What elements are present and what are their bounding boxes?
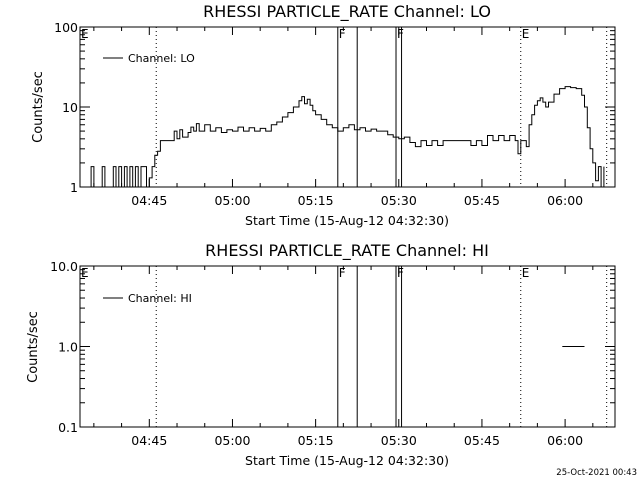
event-marker-label: E <box>81 27 89 41</box>
chart-panel-lo: RHESSI PARTICLE_RATE Channel: LO E F F E 04… <box>31 2 616 228</box>
x-tick-label: 05:45 <box>464 433 500 448</box>
x-tick-label: 04:45 <box>131 193 167 208</box>
x-tick-label: 05:30 <box>381 193 417 208</box>
event-marker-label: F <box>339 266 346 280</box>
chart-panel-hi: RHESSI PARTICLE_RATE Channel: HI E F F E 04… <box>26 241 616 468</box>
legend: Channel: HI <box>103 292 192 305</box>
event-marker-label: F <box>397 266 404 280</box>
x-tick-label: 05:00 <box>214 193 250 208</box>
x-tick-label: 05:30 <box>381 433 417 448</box>
event-marker-label: E <box>81 266 89 280</box>
y-tick-label: 1 <box>70 180 78 195</box>
y-tick-label: 10 <box>62 100 78 115</box>
y-tick-label: 1.0 <box>58 340 78 355</box>
chart-title: RHESSI PARTICLE_RATE Channel: HI <box>205 241 489 261</box>
x-axis-label: Start Time (15-Aug-12 04:32:30) <box>245 453 449 468</box>
plot-frame <box>79 265 616 428</box>
event-marker-label: F <box>339 27 346 41</box>
y-axis-ticks: 0.1 1.0 10.0 <box>50 259 615 435</box>
x-tick-label: 05:15 <box>298 193 334 208</box>
series-line <box>88 86 605 188</box>
legend-label: Channel: HI <box>128 292 192 305</box>
legend-label: Channel: LO <box>128 52 195 65</box>
x-tick-label: 06:00 <box>547 433 583 448</box>
y-tick-label: 0.1 <box>58 420 78 435</box>
x-tick-label: 05:45 <box>464 193 500 208</box>
event-marker-label: E <box>522 266 530 280</box>
event-marker-label: F <box>397 27 404 41</box>
x-tick-label: 04:45 <box>131 433 167 448</box>
legend: Channel: LO <box>103 52 195 65</box>
y-tick-label: 10.0 <box>50 259 78 274</box>
series-group <box>88 86 605 188</box>
x-tick-label: 06:00 <box>547 193 583 208</box>
x-axis-ticks: 04:45 05:00 05:15 05:30 05:45 06:00 <box>93 266 594 448</box>
chart-title: RHESSI PARTICLE_RATE Channel: LO <box>203 2 491 22</box>
y-tick-label: 100 <box>54 20 78 35</box>
footer-timestamp: 25-Oct-2021 00:43 <box>556 468 637 478</box>
y-axis-ticks: 1 10 100 <box>54 20 615 195</box>
x-tick-label: 05:15 <box>298 433 334 448</box>
y-axis-label: Counts/sec <box>26 311 41 383</box>
x-tick-label: 05:00 <box>214 433 250 448</box>
x-axis-ticks: 04:45 05:00 05:15 05:30 05:45 06:00 <box>93 27 594 208</box>
x-axis-label: Start Time (15-Aug-12 04:32:30) <box>245 213 449 228</box>
y-axis-label: Counts/sec <box>31 71 46 143</box>
event-marker-label: E <box>522 27 530 41</box>
